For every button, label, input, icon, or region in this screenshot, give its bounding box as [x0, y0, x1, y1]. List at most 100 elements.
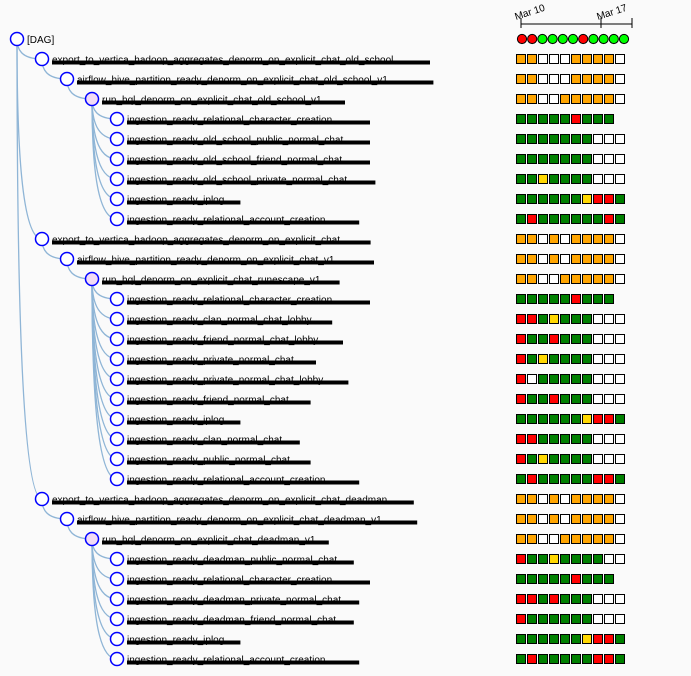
task-node-circle[interactable]: [109, 371, 125, 387]
task-node[interactable]: ingestion_ready_iplog: [109, 191, 241, 207]
dag-root-node[interactable]: [DAG]: [9, 31, 55, 47]
task-instance-success[interactable]: [516, 654, 526, 664]
task-node-circle[interactable]: [109, 611, 125, 627]
task-instance-up-for-retry[interactable]: [582, 414, 592, 424]
task-node-circle[interactable]: [109, 171, 125, 187]
task-node[interactable]: airflow_hive_partition_ready_denorm_on_e…: [59, 71, 434, 87]
task-instance-none[interactable]: [615, 394, 625, 404]
dag-run-failed[interactable]: [516, 33, 528, 45]
task-node[interactable]: ingestion_ready_relational_account_creat…: [109, 211, 360, 227]
task-instance-success[interactable]: [527, 134, 537, 144]
task-instance-failed[interactable]: [516, 614, 526, 624]
task-instance-failed[interactable]: [516, 354, 526, 364]
task-instance-none[interactable]: [615, 454, 625, 464]
task-instance-success[interactable]: [527, 334, 537, 344]
task-instance-success[interactable]: [538, 554, 548, 564]
task-instance-queued[interactable]: [516, 534, 526, 544]
task-instance-queued[interactable]: [604, 534, 614, 544]
task-instance-up-for-retry[interactable]: [582, 194, 592, 204]
task-instance-none[interactable]: [615, 314, 625, 324]
task-instance-success[interactable]: [571, 334, 581, 344]
task-instance-success[interactable]: [571, 594, 581, 604]
task-instance-success[interactable]: [571, 194, 581, 204]
dag-run-running[interactable]: [618, 33, 630, 45]
task-instance-success[interactable]: [527, 174, 537, 184]
task-instance-none[interactable]: [593, 314, 603, 324]
task-instance-queued[interactable]: [604, 74, 614, 84]
task-instance-success[interactable]: [615, 654, 625, 664]
task-instance-success[interactable]: [582, 614, 592, 624]
task-instance-success[interactable]: [560, 354, 570, 364]
task-instance-success[interactable]: [549, 654, 559, 664]
task-instance-success[interactable]: [571, 554, 581, 564]
task-node-circle[interactable]: [34, 231, 50, 247]
task-instance-failed[interactable]: [527, 434, 537, 444]
task-instance-up-for-retry[interactable]: [549, 554, 559, 564]
task-instance-success[interactable]: [615, 214, 625, 224]
task-instance-none[interactable]: [527, 374, 537, 384]
task-instance-queued[interactable]: [582, 54, 592, 64]
task-instance-failed[interactable]: [593, 194, 603, 204]
task-instance-success[interactable]: [560, 334, 570, 344]
task-instance-failed[interactable]: [549, 394, 559, 404]
task-instance-none[interactable]: [538, 74, 548, 84]
task-node-circle[interactable]: [109, 291, 125, 307]
task-instance-success[interactable]: [560, 454, 570, 464]
task-node[interactable]: run_hql_denorm_on_explicit_chat_old_scho…: [84, 91, 346, 107]
task-instance-failed[interactable]: [516, 394, 526, 404]
task-instance-queued[interactable]: [527, 234, 537, 244]
dag-run-running[interactable]: [588, 33, 599, 45]
task-instance-none[interactable]: [615, 594, 625, 604]
task-instance-none[interactable]: [615, 234, 625, 244]
task-instance-failed[interactable]: [527, 654, 537, 664]
task-instance-success[interactable]: [560, 654, 570, 664]
task-instance-success[interactable]: [538, 634, 548, 644]
task-instance-none[interactable]: [560, 234, 570, 244]
task-instance-success[interactable]: [527, 574, 537, 584]
task-instance-none[interactable]: [549, 74, 559, 84]
task-node-circle[interactable]: [109, 631, 125, 647]
task-node-circle[interactable]: [109, 551, 125, 567]
task-instance-none[interactable]: [604, 354, 614, 364]
task-instance-none[interactable]: [615, 54, 625, 64]
task-node-circle[interactable]: [109, 591, 125, 607]
task-instance-success[interactable]: [527, 454, 537, 464]
task-node-circle[interactable]: [109, 571, 125, 587]
task-instance-queued[interactable]: [560, 274, 570, 284]
task-instance-success[interactable]: [560, 554, 570, 564]
task-instance-success[interactable]: [582, 154, 592, 164]
task-instance-success[interactable]: [549, 114, 559, 124]
task-instance-success[interactable]: [516, 134, 526, 144]
task-instance-success[interactable]: [582, 334, 592, 344]
task-instance-success[interactable]: [604, 574, 614, 584]
task-instance-success[interactable]: [582, 374, 592, 384]
task-instance-none[interactable]: [615, 354, 625, 364]
task-instance-queued[interactable]: [593, 534, 603, 544]
task-instance-queued[interactable]: [560, 94, 570, 104]
task-instance-success[interactable]: [560, 594, 570, 604]
task-instance-queued[interactable]: [549, 514, 559, 524]
task-instance-success[interactable]: [604, 114, 614, 124]
task-instance-none[interactable]: [615, 154, 625, 164]
task-instance-success[interactable]: [549, 194, 559, 204]
task-instance-success[interactable]: [549, 414, 559, 424]
task-node[interactable]: ingestion_ready_friend_normal_chat_lobby: [109, 331, 344, 347]
task-instance-success[interactable]: [527, 194, 537, 204]
task-instance-success[interactable]: [516, 474, 526, 484]
task-instance-none[interactable]: [593, 134, 603, 144]
task-node-circle[interactable]: [59, 511, 75, 527]
task-instance-success[interactable]: [582, 114, 592, 124]
task-instance-none[interactable]: [604, 314, 614, 324]
task-instance-queued[interactable]: [582, 534, 592, 544]
task-instance-queued[interactable]: [527, 74, 537, 84]
task-instance-failed[interactable]: [516, 434, 526, 444]
task-instance-success[interactable]: [527, 554, 537, 564]
task-instance-queued[interactable]: [516, 54, 526, 64]
task-node[interactable]: ingestion_ready_clan_normal_chat_lobby: [109, 311, 333, 327]
task-instance-none[interactable]: [615, 94, 625, 104]
task-instance-success[interactable]: [527, 294, 537, 304]
task-instance-success[interactable]: [549, 294, 559, 304]
task-instance-success[interactable]: [582, 394, 592, 404]
task-instance-success[interactable]: [560, 394, 570, 404]
task-instance-failed[interactable]: [604, 414, 614, 424]
